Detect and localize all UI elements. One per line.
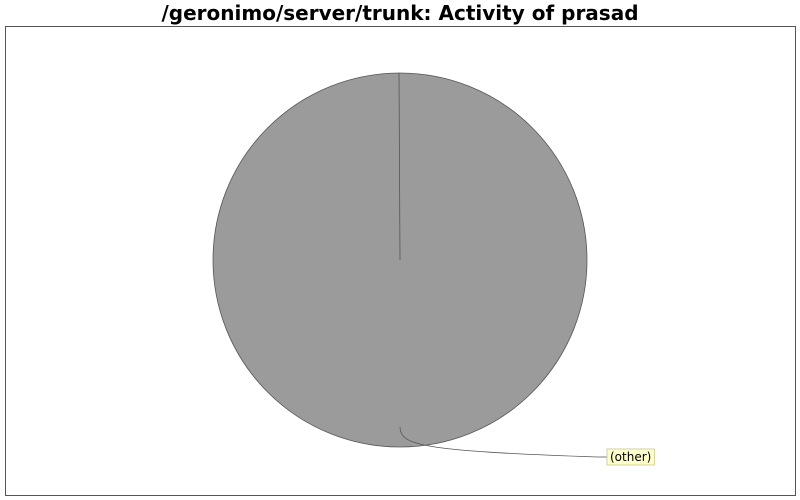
label-layer: (other)	[606, 448, 655, 466]
label-leader-line	[399, 426, 607, 458]
slice-edge-line	[398, 72, 401, 261]
slice-label-text: (other)	[610, 450, 651, 464]
slice-label-box	[606, 448, 655, 466]
slice-label: (other)	[606, 448, 655, 466]
leader-layer	[398, 72, 607, 458]
chart-title: /geronimo/server/trunk: Activity of pras…	[161, 1, 639, 25]
